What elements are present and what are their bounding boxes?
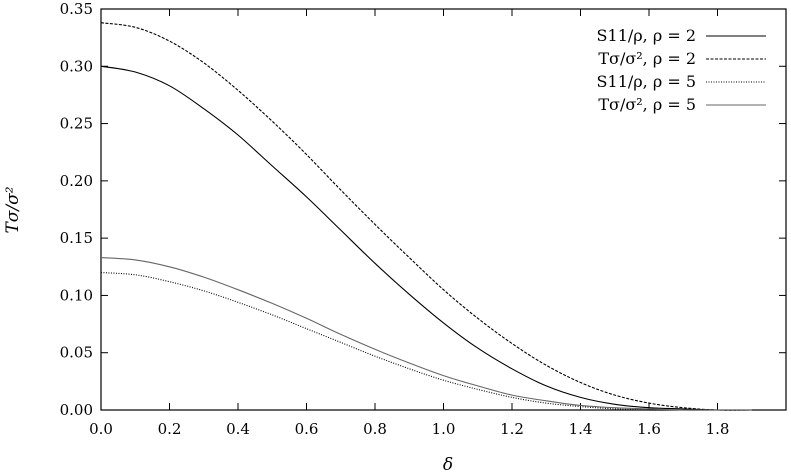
plot-frame	[100, 8, 787, 411]
y-tick-label: 0.30	[60, 57, 93, 75]
x-tick-label: 1.2	[500, 420, 524, 438]
series-line-4	[100, 257, 752, 411]
x-tick-label: 0.0	[89, 420, 113, 438]
legend-label: Tσ/σ², ρ = 5	[598, 95, 696, 114]
legend: S11/ρ, ρ = 2 Tσ/σ², ρ = 2 S11/ρ, ρ = 5 Tσ/σ…	[597, 26, 766, 114]
y-tick-label: 0.20	[60, 172, 93, 190]
legend-label: Tσ/σ², ρ = 2	[598, 49, 696, 68]
x-tick-label: 1.8	[706, 420, 730, 438]
x-tick-label: 0.6	[295, 420, 319, 438]
y-tick-label: 0.25	[60, 115, 93, 133]
x-axis-label: δ	[443, 455, 453, 475]
x-tick-label: 1.4	[569, 420, 593, 438]
y-axis-label: Tσ/σ²	[3, 186, 23, 233]
axis-ticks: 0.0 0.2 0.4 0.6 0.8 1.0 1.2 1.4 1.6 1.8 0.00 0.05 0.…	[60, 0, 786, 438]
legend-label: S11/ρ, ρ = 5	[597, 72, 696, 91]
x-tick-label: 1.6	[637, 420, 661, 438]
y-tick-label: 0.10	[60, 286, 93, 304]
x-tick-label: 0.8	[363, 420, 387, 438]
y-tick-label: 0.35	[60, 0, 93, 18]
series-line-1	[100, 65, 752, 411]
series-line-2	[100, 22, 752, 411]
y-tick-label: 0.05	[60, 344, 93, 362]
series-line-3	[100, 271, 752, 411]
x-tick-label: 1.0	[432, 420, 456, 438]
series-lines	[100, 22, 752, 411]
y-tick-label: 0.00	[60, 401, 93, 419]
x-tick-label: 0.2	[158, 420, 182, 438]
y-tick-label: 0.15	[60, 229, 93, 247]
x-tick-label: 0.4	[226, 420, 250, 438]
legend-label: S11/ρ, ρ = 2	[597, 26, 696, 45]
